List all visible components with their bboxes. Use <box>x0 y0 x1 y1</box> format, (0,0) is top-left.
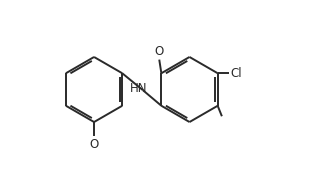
Text: HN: HN <box>130 82 147 95</box>
Text: O: O <box>154 45 164 57</box>
Text: Cl: Cl <box>230 67 242 80</box>
Text: O: O <box>89 138 99 151</box>
